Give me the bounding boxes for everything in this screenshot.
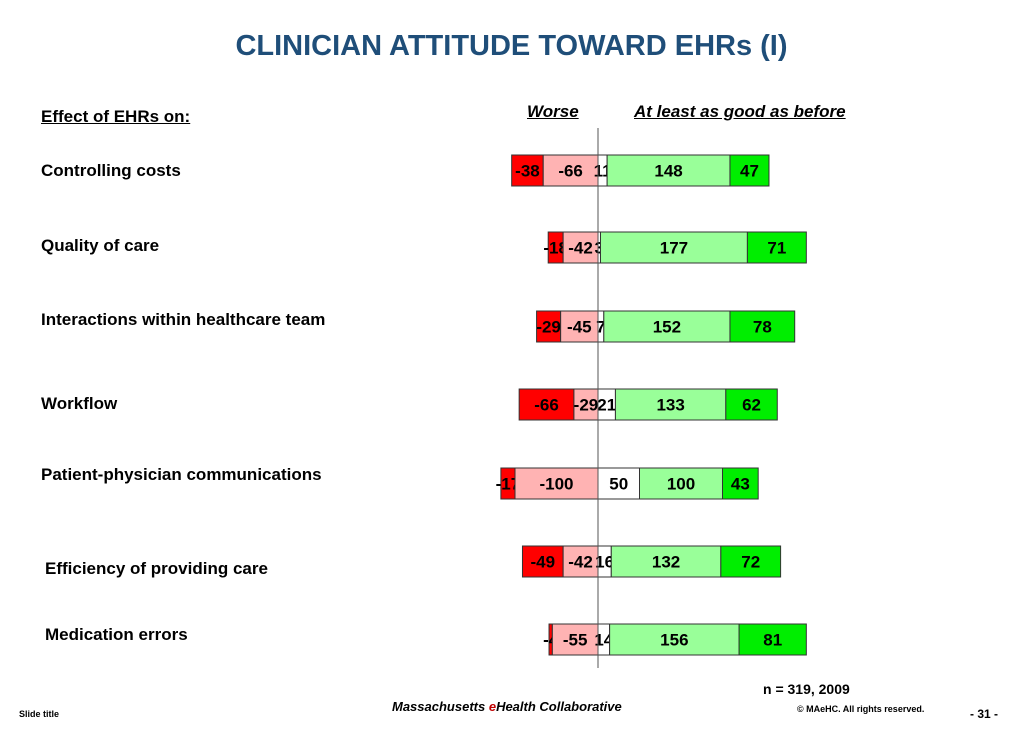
data-label-worse-row-0: -66: [558, 162, 583, 181]
data-label-better-row-3: 133: [656, 396, 684, 415]
data-label-neutral-row-4: 50: [609, 475, 628, 494]
bar-better-row-0: [606, 154, 731, 187]
data-label-much-worse-row-5: -49: [531, 553, 556, 572]
bar-much-better-row-5: [720, 545, 782, 578]
category-label-efficiency: Efficiency of providing care: [45, 559, 268, 578]
category-label-quality-of-care: Quality of care: [41, 236, 160, 255]
bar-better-row-3: [614, 388, 727, 421]
footer-organization: Massachusetts eHealth Collaborative: [392, 699, 622, 714]
bar-better-row-4: [639, 467, 723, 500]
bar-much-better-row-6: [738, 623, 807, 656]
data-label-better-row-2: 152: [653, 318, 681, 337]
copyright-notice: © MAeHC. All rights reserved.: [797, 704, 925, 714]
category-label-medication-errors: Medication errors: [45, 625, 188, 644]
data-label-much-better-row-5: 72: [741, 553, 760, 572]
data-label-neutral-row-5: 16: [595, 553, 614, 572]
data-label-worse-row-2: -45: [567, 318, 592, 337]
category-label-controlling-costs: Controlling costs: [41, 161, 181, 180]
footer-slide-title: Slide title: [19, 709, 60, 719]
page-number: - 31 -: [970, 707, 999, 721]
data-label-better-row-4: 100: [667, 475, 695, 494]
bar-much-better-row-1: [746, 231, 807, 264]
header-better: At least as good as before: [634, 102, 846, 121]
data-label-neutral-row-3: 21: [597, 396, 616, 415]
data-label-worse-row-3: -29: [574, 396, 599, 415]
bar-much-better-row-2: [729, 310, 796, 343]
data-label-much-better-row-2: 78: [753, 318, 772, 337]
header-worse: Worse: [527, 102, 579, 121]
bar-worse-row-4: [514, 467, 599, 500]
data-label-worse-row-4: -100: [539, 475, 573, 494]
data-label-much-better-row-4: 43: [731, 475, 750, 494]
bar-better-row-1: [599, 231, 748, 264]
page-title: CLINICIAN ATTITUDE TOWARD EHRs (I): [235, 30, 788, 62]
bar-worse-row-1: [562, 231, 599, 264]
bar-much-worse-row-5: [521, 545, 564, 578]
effect-label: Effect of EHRs on:: [41, 107, 191, 126]
org-prefix: Massachusetts: [392, 699, 489, 714]
data-label-much-better-row-1: 71: [767, 239, 786, 258]
bar-much-worse-row-3: [518, 388, 575, 421]
data-label-much-worse-row-2: -29: [536, 318, 561, 337]
bar-worse-row-0: [542, 154, 599, 187]
org-e: e: [488, 699, 497, 714]
category-label-communications: Patient-physician communications: [41, 465, 322, 484]
bar-much-worse-row-2: [536, 310, 562, 343]
data-label-much-worse-row-1: -18: [543, 239, 568, 258]
bar-worse-row-3: [573, 388, 599, 421]
data-label-much-worse-row-3: -66: [534, 396, 559, 415]
bar-worse-row-2: [560, 310, 599, 343]
data-label-neutral-row-2: 7: [596, 318, 605, 337]
data-label-much-better-row-3: 62: [742, 396, 761, 415]
data-label-better-row-6: 156: [660, 631, 688, 650]
category-label-workflow: Workflow: [41, 394, 118, 413]
bar-much-better-row-4: [722, 467, 759, 500]
data-label-better-row-5: 132: [652, 553, 680, 572]
data-label-much-better-row-0: 47: [740, 162, 759, 181]
data-label-better-row-0: 148: [654, 162, 682, 181]
category-label-interactions: Interactions within healthcare team: [41, 310, 326, 329]
data-label-worse-row-5: -42: [568, 553, 593, 572]
data-label-worse-row-1: -42: [568, 239, 593, 258]
data-label-much-worse-row-4: -17: [496, 475, 521, 494]
data-label-much-worse-row-0: -38: [515, 162, 540, 181]
data-label-worse-row-6: -55: [563, 631, 588, 650]
sample-size-label: n = 319, 2009: [763, 681, 850, 697]
data-label-neutral-row-1: 3: [595, 239, 604, 258]
org-suffix: Health Collaborative: [496, 699, 622, 714]
data-label-better-row-1: 177: [660, 239, 688, 258]
data-label-much-better-row-6: 81: [763, 631, 782, 650]
data-label-neutral-row-6: 14: [594, 631, 613, 650]
bar-better-row-2: [603, 310, 731, 343]
bar-much-better-row-0: [729, 154, 770, 187]
bar-much-better-row-3: [725, 388, 778, 421]
